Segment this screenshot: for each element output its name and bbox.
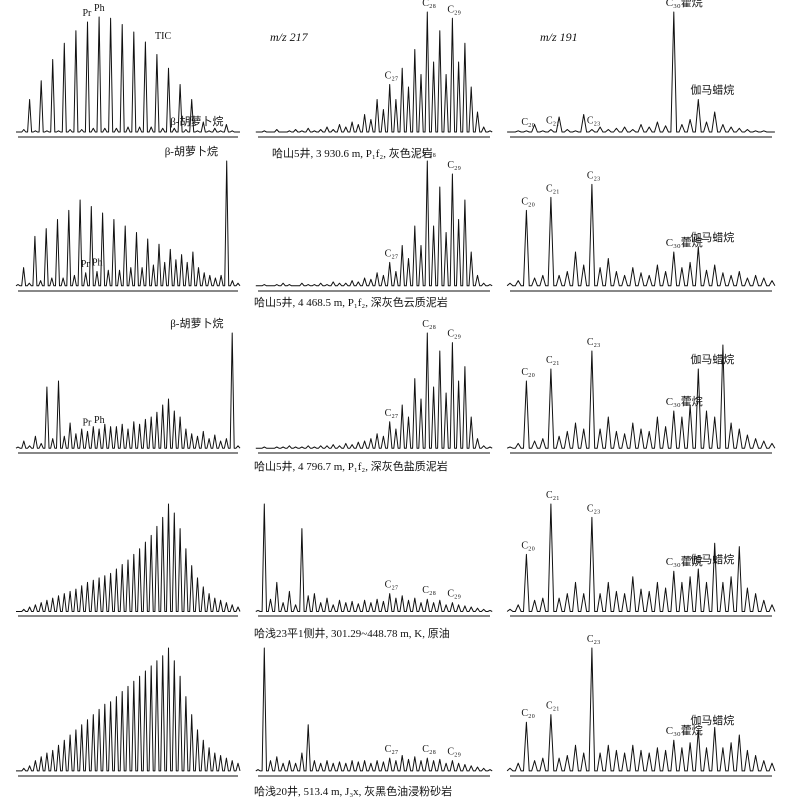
trace-m217-0 — [255, 11, 493, 133]
sample-caption-2: 哈山5井, 4 796.7 m, P₁f₂, 深灰色盐质泥岩 — [254, 459, 448, 473]
panel-header-tic: TIC — [155, 31, 171, 42]
trace-m191-3 — [506, 503, 776, 612]
peak-label-m191: 伽马蜡烷 — [690, 552, 734, 566]
peak-label-m217: C₂₇ — [385, 744, 399, 755]
peak-label-m191: C₂₀ — [521, 196, 535, 207]
peak-label-m191: 伽马蜡烷 — [690, 230, 734, 244]
trace-tic-3 — [16, 503, 241, 612]
peak-label-m191: C₃₀藿烷 — [666, 235, 703, 249]
peak-label-m217: C₂₉ — [447, 589, 461, 600]
peak-label-m191: C₂₀ — [521, 367, 535, 378]
peak-label-m191: C₂₃ — [587, 116, 601, 127]
peak-label-m217: C₂₉ — [447, 160, 461, 171]
peak-label-m217: C₂₈ — [422, 147, 436, 158]
peak-label-m191: C₂₃ — [587, 634, 601, 645]
peak-label-m191: C₂₁ — [546, 355, 560, 366]
sample-caption-4: 哈浅20井, 513.4 m, J₃x, 灰黑色油浸粉砂岩 — [254, 784, 452, 798]
peak-label-m191: C₃₀藿烷 — [666, 394, 703, 408]
peak-label-tic: β-胡萝卜烷 — [170, 114, 223, 128]
peak-label-m191: C₂₀ — [521, 540, 535, 551]
peak-label-m191: C₂₃ — [587, 503, 601, 514]
trace-m191-2 — [506, 344, 776, 449]
peak-label-m191: C₂₁ — [546, 116, 560, 127]
peak-label-m217: C₂₉ — [447, 4, 461, 15]
panel-header-m191: m/z 191 — [540, 30, 578, 44]
peak-label-m191: C₂₃ — [587, 337, 601, 348]
peak-label-m217: C₂₇ — [385, 408, 399, 419]
peak-label-m191: C₃₀藿烷 — [666, 723, 703, 737]
peak-label-tic: Ph — [94, 3, 105, 14]
trace-tic-4 — [16, 647, 241, 772]
peak-label-m217: C₂₇ — [385, 248, 399, 259]
peak-label-m217: C₂₈ — [422, 585, 436, 596]
sample-caption-0: 哈山5井, 3 930.6 m, P₁f₂, 灰色泥岩 — [272, 146, 433, 160]
trace-m217-2 — [255, 332, 493, 449]
peak-label-tic: β-胡萝卜烷 — [170, 316, 223, 330]
peak-label-m191: C₂₀ — [521, 117, 535, 128]
peak-label-m217: C₂₉ — [447, 329, 461, 340]
panel-header-m217: m/z 217 — [270, 30, 309, 44]
trace-m191-4 — [506, 647, 776, 772]
peak-label-m191: C₂₀ — [521, 708, 535, 719]
trace-tic-1 — [15, 160, 241, 287]
peak-label-tic: Pr — [81, 259, 91, 270]
peak-label-m191: C₂₁ — [546, 701, 560, 712]
peak-label-m191: C₂₁ — [546, 183, 560, 194]
peak-label-m217: C₂₈ — [422, 319, 436, 330]
sample-caption-3: 哈浅23平1侧井, 301.29~448.78 m, K, 原油 — [254, 626, 450, 640]
peak-label-m217: C₂₈ — [422, 0, 436, 9]
peak-label-tic: Ph — [92, 258, 103, 269]
peak-label-m191: 伽马蜡烷 — [690, 83, 734, 97]
peak-label-m191: C₂₃ — [587, 170, 601, 181]
trace-m217-4 — [255, 647, 493, 772]
trace-tic-2 — [15, 332, 241, 449]
trace-m191-1 — [506, 183, 776, 287]
trace-m191-0 — [507, 11, 775, 133]
peak-label-m191: C₃₀藿烷 — [666, 554, 703, 568]
peak-label-m217: C₂₇ — [385, 580, 399, 591]
trace-tic-0 — [16, 16, 240, 133]
peak-label-tic: Ph — [94, 415, 105, 426]
peak-label-m217: C₂₇ — [385, 71, 399, 82]
peak-label-m217: C₂₉ — [447, 747, 461, 758]
trace-m217-3 — [255, 503, 493, 612]
peak-label-tic: Pr — [82, 417, 92, 428]
peak-label-m217: C₂₈ — [422, 744, 436, 755]
peak-label-tic: Pr — [82, 8, 92, 19]
peak-label-m191: C₂₁ — [546, 490, 560, 501]
peak-label-m191: 伽马蜡烷 — [690, 352, 734, 366]
trace-m217-1 — [255, 160, 493, 287]
sample-caption-1: 哈山5井, 4 468.5 m, P₁f₂, 深灰色云质泥岩 — [254, 295, 448, 309]
peak-label-m191: 伽马蜡烷 — [690, 713, 734, 727]
peak-label-m191: C₃₀藿烷 — [666, 0, 703, 9]
peak-label-tic: β-胡萝卜烷 — [165, 144, 218, 158]
